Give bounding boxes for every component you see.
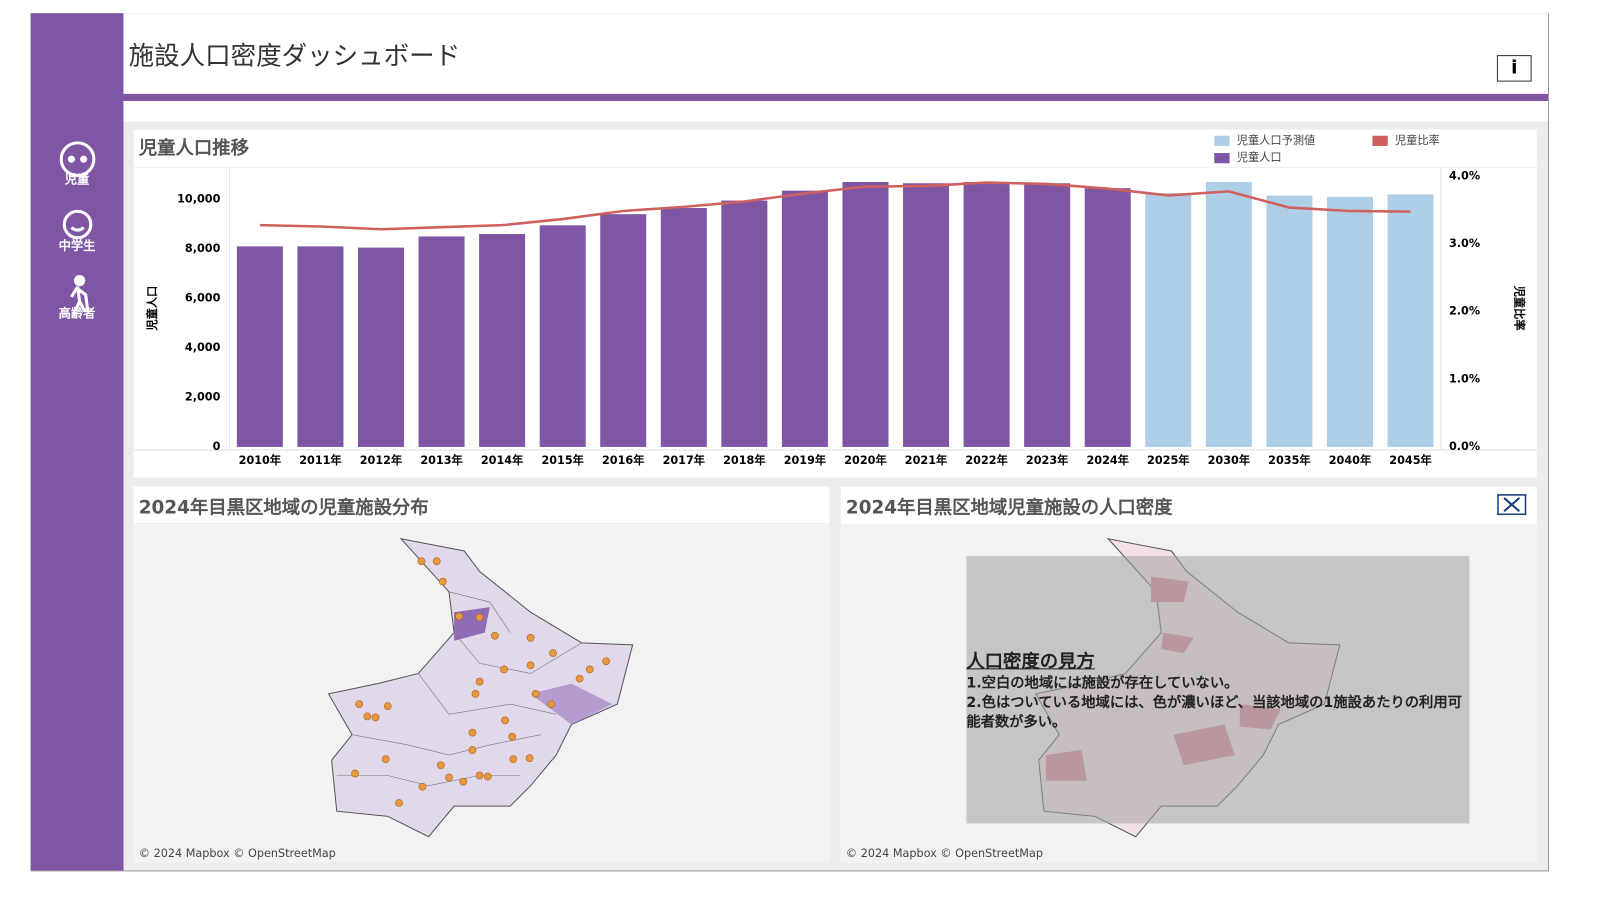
y-tick-label: 2,000 xyxy=(185,390,221,403)
header-bar xyxy=(123,93,1548,102)
x-tick-label: 2016年 xyxy=(602,453,644,467)
bar xyxy=(1326,196,1373,447)
bar xyxy=(963,181,1010,447)
x-tick-label: 2025年 xyxy=(1147,453,1189,467)
nav-item[interactable]: 児童 xyxy=(64,172,90,187)
bar xyxy=(903,183,950,447)
y-tick-label: 6,000 xyxy=(185,291,221,304)
chart-title: 児童人口推移 xyxy=(138,137,250,159)
y-tick-label: 10,000 xyxy=(177,192,220,205)
header: 施設人口密度ダッシュボード i xyxy=(123,13,1548,94)
chart-panel: 児童人口推移 児童人口 児童比率 0 2,000 4,000 6,000 8,000 10… xyxy=(133,129,1537,478)
y2-tick-label: 1.0% xyxy=(1449,372,1480,385)
y-tick-label: 0 xyxy=(213,440,221,453)
chart: 児童人口推移 児童人口 児童比率 0 2,000 4,000 6,000 8,000 10… xyxy=(133,133,1537,467)
x-tick-label: 2017年 xyxy=(663,453,705,467)
y-tick-label: 4,000 xyxy=(185,341,221,354)
y2-axis-title: 児童比率 xyxy=(1512,285,1526,331)
map-attribution: © 2024 Mapbox © OpenStreetMap xyxy=(138,846,336,861)
legend-swatch xyxy=(1214,135,1230,146)
x-tick-label: 2018年 xyxy=(723,453,765,467)
map xyxy=(133,486,830,863)
x-tick-label: 2010年 xyxy=(239,453,281,467)
line xyxy=(259,181,1411,231)
nav-item[interactable]: 中学生 xyxy=(58,238,96,254)
y2-tick-label: 3.0% xyxy=(1449,237,1480,250)
overlay-heading: 人口密度の見方 xyxy=(966,651,1095,673)
legend-label: 児童比率 xyxy=(1395,133,1440,147)
bar xyxy=(721,200,768,447)
bar xyxy=(781,190,828,447)
bar xyxy=(1205,181,1252,447)
legend-overlay: 人口密度の見方 1.空白の地域には施設が存在していない。 2.色はついている地域… xyxy=(966,556,1470,824)
map-attribution: © 2024 Mapbox © OpenStreetMap xyxy=(845,846,1043,861)
legend-swatch xyxy=(1372,135,1388,146)
header-strip xyxy=(123,101,1548,122)
overlay-line: 1.空白の地域には施設が存在していない。 xyxy=(966,675,1239,692)
x-tick-label: 2012年 xyxy=(360,453,402,467)
legend-label: 児童人口 xyxy=(1237,150,1282,164)
map-title: 2024年目黒区地域児童施設の人口密度 xyxy=(845,496,1173,519)
map-title: 2024年目黒区地域の児童施設分布 xyxy=(138,496,429,519)
legend-swatch xyxy=(1214,153,1230,164)
x-tick-label: 2019年 xyxy=(784,453,826,467)
x-tick-label: 2024年 xyxy=(1086,453,1128,467)
bar xyxy=(236,246,283,447)
bar xyxy=(1266,195,1313,447)
x-tick-label: 2015年 xyxy=(541,453,583,467)
close-icon xyxy=(1503,497,1521,512)
y-tick-label: 8,000 xyxy=(185,242,221,255)
x-tick-label: 2020年 xyxy=(844,453,886,467)
info-button[interactable]: i xyxy=(1496,55,1532,82)
bar xyxy=(479,233,526,447)
x-tick-label: 2022年 xyxy=(965,453,1007,467)
bar xyxy=(660,207,707,447)
ward-shape xyxy=(327,537,634,838)
x-tick-label: 2023年 xyxy=(1026,453,1068,467)
bar xyxy=(1024,183,1071,447)
bar xyxy=(1084,188,1131,447)
legend-label: 児童人口予測値 xyxy=(1237,133,1316,147)
x-tick-label: 2040年 xyxy=(1329,453,1371,467)
nav-item[interactable]: 高齢者 xyxy=(58,306,96,321)
bar xyxy=(357,247,405,447)
x-tick-label: 2030年 xyxy=(1208,453,1250,467)
bar xyxy=(418,236,465,447)
x-tick-label: 2021年 xyxy=(905,453,947,467)
bar xyxy=(600,214,647,447)
facility-dots xyxy=(351,557,610,807)
x-tick-label: 2014年 xyxy=(481,453,523,467)
map-panel: 2024年目黒区地域の児童施設分布 © 2024 Mapbox © OpenSt… xyxy=(133,486,830,863)
sidebar: 児童 中学生 高齢者 xyxy=(30,13,124,871)
sidebar-icons xyxy=(59,141,96,312)
bar xyxy=(1387,194,1434,447)
overlay-line: 2.色はついている地域には、色が濃いほど、当該地域の1施設あたりの利用可能者数が… xyxy=(966,694,1462,731)
bar xyxy=(842,181,889,447)
bar xyxy=(297,246,344,447)
bar xyxy=(539,225,586,447)
map-panel: 2024年目黒区地域児童施設の人口密度 人口密度の見方 1.空白の地域には施設が… xyxy=(840,486,1537,863)
x-tick-label: 2035年 xyxy=(1268,453,1310,467)
x-tick-label: 2045年 xyxy=(1389,453,1431,467)
y2-tick-label: 2.0% xyxy=(1449,305,1480,318)
x-tick-label: 2011年 xyxy=(299,453,341,467)
page-title: 施設人口密度ダッシュボード xyxy=(128,40,461,71)
x-tick-label: 2013年 xyxy=(420,453,462,467)
y-axis-title: 児童人口 xyxy=(145,286,159,332)
y2-tick-label: 4.0% xyxy=(1449,169,1480,182)
bar xyxy=(1145,193,1192,447)
y2-tick-label: 0.0% xyxy=(1449,440,1480,453)
